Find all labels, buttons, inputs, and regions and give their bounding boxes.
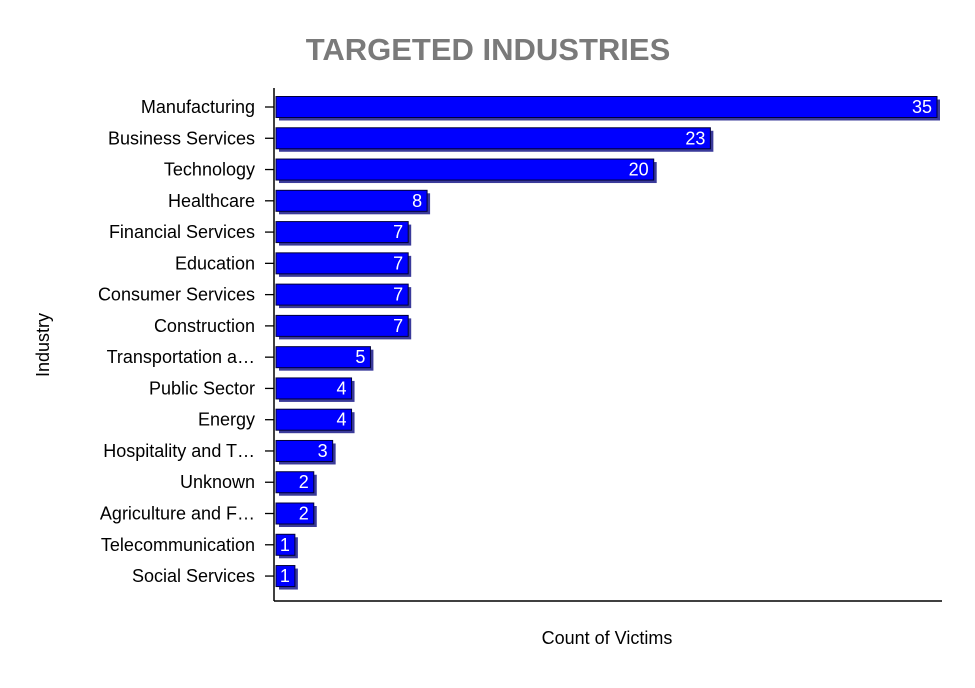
- bar-group: 7: [275, 283, 412, 309]
- bar-value-label: 8: [412, 191, 422, 211]
- bar-group: 20: [275, 158, 657, 184]
- bar-group: 2: [275, 471, 317, 496]
- bar-group: 3: [275, 439, 336, 465]
- bar-group: 35: [275, 96, 940, 121]
- y-tick-label: Social Services: [132, 566, 255, 586]
- bar: [275, 221, 409, 244]
- y-tick-label: Public Sector: [149, 378, 255, 398]
- y-tick-label: Telecommunication: [101, 535, 255, 555]
- bar-value-label: 7: [393, 316, 403, 336]
- bar-value-label: 7: [393, 253, 403, 273]
- y-axis-title: Industry: [33, 313, 53, 377]
- bar-value-label: 4: [337, 378, 347, 398]
- bar-group: 7: [275, 314, 412, 340]
- bar: [275, 439, 334, 462]
- bar-value-label: 2: [299, 472, 309, 492]
- chart-title: TARGETED INDUSTRIES: [306, 32, 671, 67]
- y-tick-label: Business Services: [108, 128, 255, 148]
- bar-group: 4: [275, 408, 355, 434]
- bar: [275, 346, 371, 369]
- y-tick-label: Technology: [164, 160, 255, 180]
- y-tick-label: Unknown: [180, 472, 255, 492]
- bar-group: 23: [275, 127, 714, 152]
- bar-group: 1: [275, 533, 298, 559]
- bar: [275, 127, 711, 150]
- bar-value-label: 7: [393, 285, 403, 305]
- bar-value-label: 1: [280, 566, 290, 586]
- y-tick-label: Construction: [154, 316, 255, 336]
- bar-group: 7: [275, 252, 412, 277]
- bar-value-label: 2: [299, 504, 309, 524]
- bar: [275, 565, 296, 588]
- bar: [275, 96, 938, 118]
- y-tick-label: Transportation a…: [107, 347, 255, 367]
- bar: [275, 189, 428, 212]
- bar-group: 5: [275, 346, 374, 371]
- bar-group: 1: [275, 565, 298, 590]
- bar-value-label: 3: [318, 441, 328, 461]
- y-tick-label: Healthcare: [168, 191, 255, 211]
- y-tick-label: Manufacturing: [141, 97, 255, 117]
- x-axis-title: Count of Victims: [542, 628, 673, 648]
- y-tick-label: Hospitality and T…: [103, 441, 255, 461]
- y-tick-label: Consumer Services: [98, 285, 255, 305]
- bar-value-label: 23: [685, 128, 705, 148]
- bar-group: 8: [275, 189, 431, 215]
- y-tick-label: Energy: [198, 410, 255, 430]
- y-tick-label: Agriculture and F…: [100, 504, 255, 524]
- bar-value-label: 20: [629, 160, 649, 180]
- bar: [275, 252, 409, 275]
- bar: [275, 408, 353, 431]
- bar: [275, 283, 409, 306]
- bar: [275, 502, 315, 525]
- bar-value-label: 5: [355, 347, 365, 367]
- bar-group: 2: [275, 502, 317, 528]
- bar: [275, 377, 353, 400]
- bar: [275, 158, 655, 181]
- bar: [275, 533, 296, 556]
- bar: [275, 314, 409, 337]
- y-tick-label: Education: [175, 253, 255, 273]
- bar-value-label: 35: [912, 97, 932, 117]
- bar: [275, 471, 315, 494]
- bar-group: 4: [275, 377, 355, 402]
- y-tick-label: Financial Services: [109, 222, 255, 242]
- bar-value-label: 4: [337, 410, 347, 430]
- bar-value-label: 7: [393, 222, 403, 242]
- bar-group: 7: [275, 221, 412, 246]
- axes-layer: Manufacturing Business Services Technology…: [98, 88, 942, 602]
- bar-value-label: 1: [280, 535, 290, 555]
